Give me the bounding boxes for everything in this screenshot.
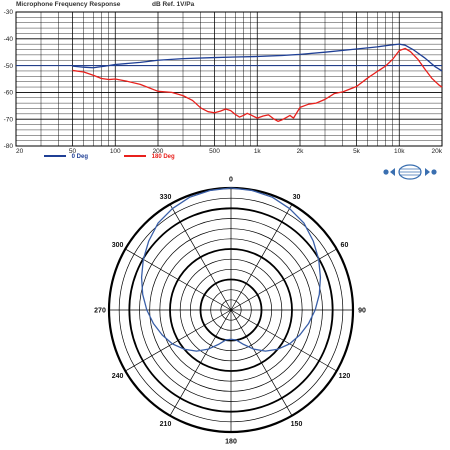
chart-title: Microphone Frequency Response bbox=[16, 1, 121, 8]
y-tick-label: -40 bbox=[4, 36, 14, 43]
polar-angle-label: 210 bbox=[160, 421, 172, 428]
bruel-kjaer-logo bbox=[383, 164, 437, 180]
polar-angle-label: 120 bbox=[339, 373, 351, 380]
chart-reference-label: dB Ref. 1V/Pa bbox=[152, 1, 195, 8]
x-tick-label: 200 bbox=[153, 148, 164, 155]
x-tick-label: 2k bbox=[297, 148, 305, 155]
polar-angle-label: 90 bbox=[358, 308, 366, 315]
polar-spoke bbox=[230, 204, 293, 311]
polar-spoke bbox=[230, 309, 293, 416]
x-tick-label: 100 bbox=[110, 148, 121, 155]
polar-spoke bbox=[230, 309, 337, 372]
polar-angle-label: 150 bbox=[291, 421, 303, 428]
polar-spoke bbox=[169, 204, 232, 311]
polar-angle-label: 330 bbox=[160, 194, 172, 201]
x-tick-label: 1k bbox=[254, 148, 262, 155]
polar-angle-label: 0 bbox=[229, 177, 233, 184]
polar-angle-label: 300 bbox=[112, 242, 124, 249]
polar-angle-label: 240 bbox=[112, 373, 124, 380]
polar-angle-label: 30 bbox=[293, 194, 301, 201]
x-tick-label: 10k bbox=[394, 148, 405, 155]
polar-angle-label: 60 bbox=[341, 242, 349, 249]
polar-spoke bbox=[125, 309, 232, 372]
series-line-180deg bbox=[72, 47, 443, 122]
y-tick-label: -30 bbox=[4, 9, 14, 16]
x-tick-label: 20k bbox=[432, 148, 443, 155]
legend-0deg: 0 Deg bbox=[44, 154, 88, 164]
y-tick-label: -70 bbox=[4, 116, 14, 123]
y-tick-label: -60 bbox=[4, 90, 14, 97]
plot-area bbox=[15, 11, 443, 147]
series-line-0deg bbox=[72, 43, 443, 72]
legend-swatch-180deg bbox=[124, 155, 146, 158]
polar-angle-label: 180 bbox=[225, 439, 237, 446]
legend-180deg: 180 Deg bbox=[124, 154, 175, 164]
legend-label-0deg: 0 Deg bbox=[71, 154, 89, 160]
x-tick-label: 500 bbox=[209, 148, 220, 155]
polar-pattern-chart: 0 30 60 90 120 150 180 210 240 270 300 330 bbox=[94, 177, 366, 446]
legend-label-180deg: 180 Deg bbox=[151, 154, 175, 160]
polar-angle-label: 270 bbox=[94, 308, 106, 315]
legend-swatch-0deg bbox=[44, 155, 66, 158]
polar-spoke bbox=[169, 309, 232, 416]
x-tick-label: 20 bbox=[16, 148, 24, 155]
y-tick-label: -80 bbox=[4, 143, 14, 150]
polar-pattern-line bbox=[140, 187, 322, 352]
x-tick-label: 5k bbox=[353, 148, 361, 155]
y-tick-label: -50 bbox=[4, 63, 14, 70]
x-tick-label: 50 bbox=[69, 148, 77, 155]
